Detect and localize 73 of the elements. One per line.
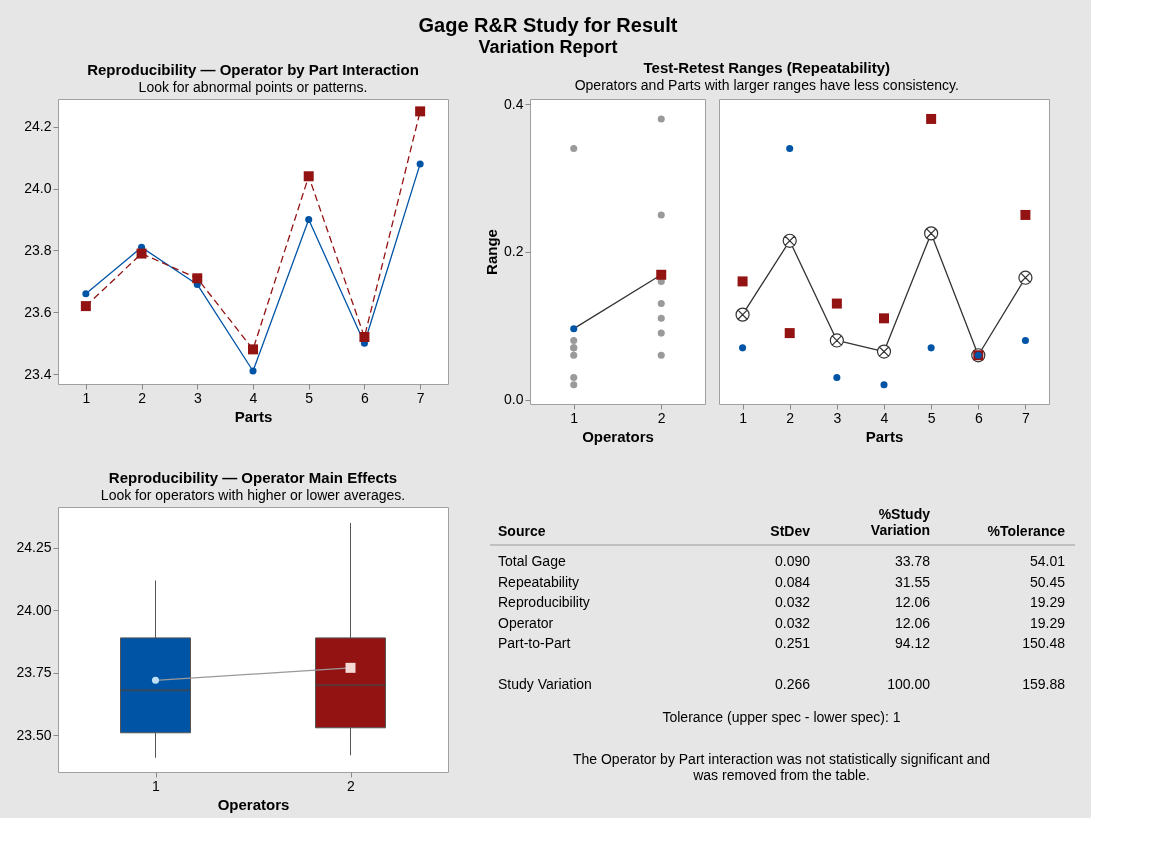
chart-title: Reproducibility — Operator Main Effects: [108, 469, 398, 486]
text: Variation Report: [478, 36, 618, 57]
category-label: Study Variation: [498, 676, 592, 692]
category-label: Repeatability: [498, 573, 579, 590]
text: 0.032: [774, 594, 810, 610]
category-label: Source: [498, 523, 546, 539]
x-tick-label: 6: [361, 389, 370, 406]
x-tick-label: 2: [347, 777, 356, 794]
text: Test-Retest Ranges (Repeatability): [643, 58, 890, 76]
text: 94.12: [894, 635, 930, 651]
x-tick-label: 6: [974, 409, 983, 426]
y-tick-label: 0.0: [504, 391, 524, 408]
text: 150.48: [1022, 635, 1065, 651]
text: 0.266: [774, 676, 810, 692]
x-axis-title: Parts: [865, 427, 904, 445]
text: 12.06: [894, 614, 930, 631]
text: 31.55: [894, 573, 930, 590]
x-tick-label: 1: [570, 409, 579, 426]
y-tick-label: 24.0: [24, 180, 52, 197]
text: 54.01: [1029, 553, 1065, 569]
x-axis-title: Parts: [234, 407, 273, 425]
category-label: StDev: [770, 523, 811, 539]
text: 19.29: [1029, 614, 1065, 631]
x-tick-label: 3: [193, 389, 202, 406]
category-label: %Tolerance: [987, 523, 1066, 539]
category-label: Total Gage: [498, 553, 566, 569]
x-tick-label: 4: [249, 389, 258, 406]
x-axis-title: Operators: [582, 427, 654, 445]
text: 0.032: [774, 614, 810, 631]
y-tick-label: 24.00: [16, 601, 52, 618]
x-tick-label: 5: [305, 389, 314, 406]
x-tick-label: 7: [416, 389, 425, 406]
x-tick-label: 7: [1022, 409, 1031, 426]
y-tick-label: 23.6: [24, 303, 52, 320]
text: 19.29: [1029, 594, 1065, 610]
text: 0.084: [774, 573, 810, 590]
chart-title: Reproducibility — Operator by Part Interaction: [87, 61, 419, 78]
text: Tolerance (upper spec - lower spec): 1: [662, 708, 901, 725]
y-axis-title: Range: [483, 229, 501, 275]
x-axis-title: Operators: [217, 795, 290, 813]
text: 100.00: [887, 676, 930, 692]
text: Operators and Parts with larger ranges have less consistency.: [574, 76, 959, 93]
chart-subtitle: Look for operators with higher or lower averages.: [100, 487, 406, 503]
category-label: Part-to-Part: [498, 635, 571, 651]
y-tick-label: 24.2: [24, 118, 52, 135]
x-tick-label: 4: [880, 409, 889, 426]
x-tick-label: 5: [927, 409, 936, 426]
text: 12.06: [894, 594, 930, 610]
text: 50.45: [1029, 573, 1065, 590]
y-tick-label: 23.75: [16, 664, 52, 681]
x-tick-label: 3: [833, 409, 842, 426]
category-label: %Study Variation: [870, 506, 931, 538]
x-tick-label: 1: [152, 777, 161, 794]
y-tick-label: 23.4: [24, 365, 52, 382]
x-tick-label: 2: [138, 389, 147, 406]
y-tick-label: 0.2: [504, 243, 524, 260]
x-tick-label: 2: [657, 409, 666, 426]
y-tick-label: 23.50: [16, 726, 52, 743]
x-tick-label: 1: [739, 409, 748, 426]
y-tick-label: 0.4: [504, 95, 524, 112]
x-tick-label: 1: [82, 389, 91, 406]
text: 0.090: [774, 553, 810, 569]
text: Gage R&R Study for Result: [418, 13, 678, 36]
y-tick-label: 23.8: [24, 241, 52, 258]
x-tick-label: 2: [786, 409, 795, 426]
text: 159.88: [1022, 676, 1065, 692]
text: 33.78: [894, 553, 930, 569]
text: 0.251: [774, 635, 810, 651]
category-label: Reproducibility: [498, 594, 590, 610]
chart-subtitle: Look for abnormal points or patterns.: [138, 79, 368, 95]
text: The Operator by Part interaction was not statistically significant and was removed from the table.: [572, 750, 991, 783]
category-label: Operator: [498, 614, 554, 631]
y-tick-label: 24.25: [16, 539, 52, 556]
